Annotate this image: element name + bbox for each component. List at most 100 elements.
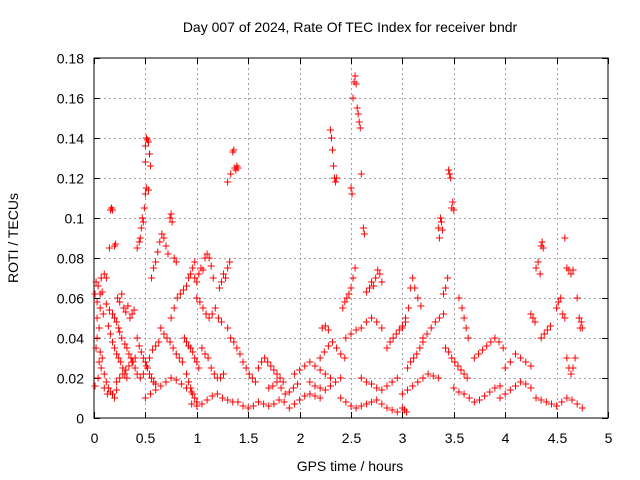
- data-point: [116, 328, 124, 336]
- data-point: [457, 366, 465, 374]
- data-point: [227, 334, 235, 342]
- data-point: [166, 214, 174, 222]
- data-point: [537, 396, 545, 404]
- data-point: [198, 400, 206, 408]
- data-point: [438, 226, 446, 234]
- data-point: [133, 244, 141, 252]
- data-point: [458, 304, 466, 312]
- data-point: [306, 378, 314, 386]
- data-point: [362, 288, 370, 296]
- data-point: [527, 362, 535, 370]
- data-point: [189, 390, 197, 398]
- data-point: [203, 396, 211, 404]
- data-point: [224, 264, 232, 272]
- data-point: [193, 278, 201, 286]
- data-point: [104, 322, 112, 330]
- data-point: [136, 374, 144, 382]
- data-point: [199, 266, 207, 274]
- data-point: [496, 394, 504, 402]
- data-point: [202, 310, 210, 318]
- data-point: [112, 240, 120, 248]
- data-point: [306, 358, 314, 366]
- data-point: [128, 310, 136, 318]
- data-point: [265, 402, 273, 410]
- data-point: [448, 354, 456, 362]
- data-point: [144, 186, 152, 194]
- data-point: [105, 306, 113, 314]
- data-point: [311, 382, 319, 390]
- data-point: [113, 386, 121, 394]
- data-point: [368, 278, 376, 286]
- data-point: [517, 354, 525, 362]
- data-point: [133, 370, 141, 378]
- data-point: [162, 242, 170, 250]
- data-point: [118, 290, 126, 298]
- data-point: [296, 366, 304, 374]
- data-point: [316, 394, 324, 402]
- data-point: [117, 358, 125, 366]
- data-point: [355, 118, 363, 126]
- data-point: [491, 334, 499, 342]
- data-point: [423, 330, 431, 338]
- y-axis-label: ROTI / TECUs: [5, 193, 21, 283]
- data-point: [141, 158, 149, 166]
- data-point: [239, 358, 247, 366]
- data-point: [254, 398, 262, 406]
- data-point: [139, 218, 147, 226]
- data-point: [156, 238, 164, 246]
- data-point: [148, 274, 156, 282]
- data-point: [360, 230, 368, 238]
- data-point: [370, 282, 378, 290]
- data-point: [316, 354, 324, 362]
- data-point: [321, 370, 329, 378]
- data-point: [341, 354, 349, 362]
- data-point: [501, 364, 509, 372]
- data-point: [236, 350, 244, 358]
- data-point: [563, 394, 571, 402]
- data-point: [419, 374, 427, 382]
- data-point: [138, 214, 146, 222]
- data-point: [113, 378, 121, 386]
- data-point: [383, 382, 391, 390]
- data-point: [98, 288, 106, 296]
- data-point: [326, 382, 334, 390]
- data-point: [543, 326, 551, 334]
- data-point: [506, 358, 514, 366]
- data-point: [187, 344, 195, 352]
- data-point: [96, 304, 104, 312]
- data-point: [103, 390, 111, 398]
- data-point: [207, 262, 215, 270]
- x-tick-label: 3: [399, 430, 407, 446]
- data-point: [398, 390, 406, 398]
- data-point: [100, 370, 108, 378]
- x-tick-label: 2.5: [342, 430, 362, 446]
- data-point: [362, 400, 370, 408]
- data-point: [536, 270, 544, 278]
- data-point: [128, 358, 136, 366]
- data-point: [378, 324, 386, 332]
- data-point: [326, 126, 334, 134]
- data-point: [440, 290, 448, 298]
- data-point: [196, 298, 204, 306]
- data-point: [170, 254, 178, 262]
- data-point: [140, 204, 148, 212]
- data-point: [558, 398, 566, 406]
- data-point: [321, 322, 329, 330]
- data-point: [149, 346, 157, 354]
- data-point: [160, 330, 168, 338]
- data-point: [451, 358, 459, 366]
- data-point: [290, 370, 298, 378]
- data-point: [517, 378, 525, 386]
- data-point: [407, 358, 415, 366]
- data-point: [339, 304, 347, 312]
- data-point: [324, 326, 332, 334]
- data-point: [157, 324, 165, 332]
- data-point: [208, 392, 216, 400]
- data-point: [306, 390, 314, 398]
- data-point: [193, 402, 201, 410]
- data-point: [139, 354, 147, 362]
- data-point: [141, 358, 149, 366]
- data-point: [445, 348, 453, 356]
- data-point: [409, 382, 417, 390]
- data-point: [146, 354, 154, 362]
